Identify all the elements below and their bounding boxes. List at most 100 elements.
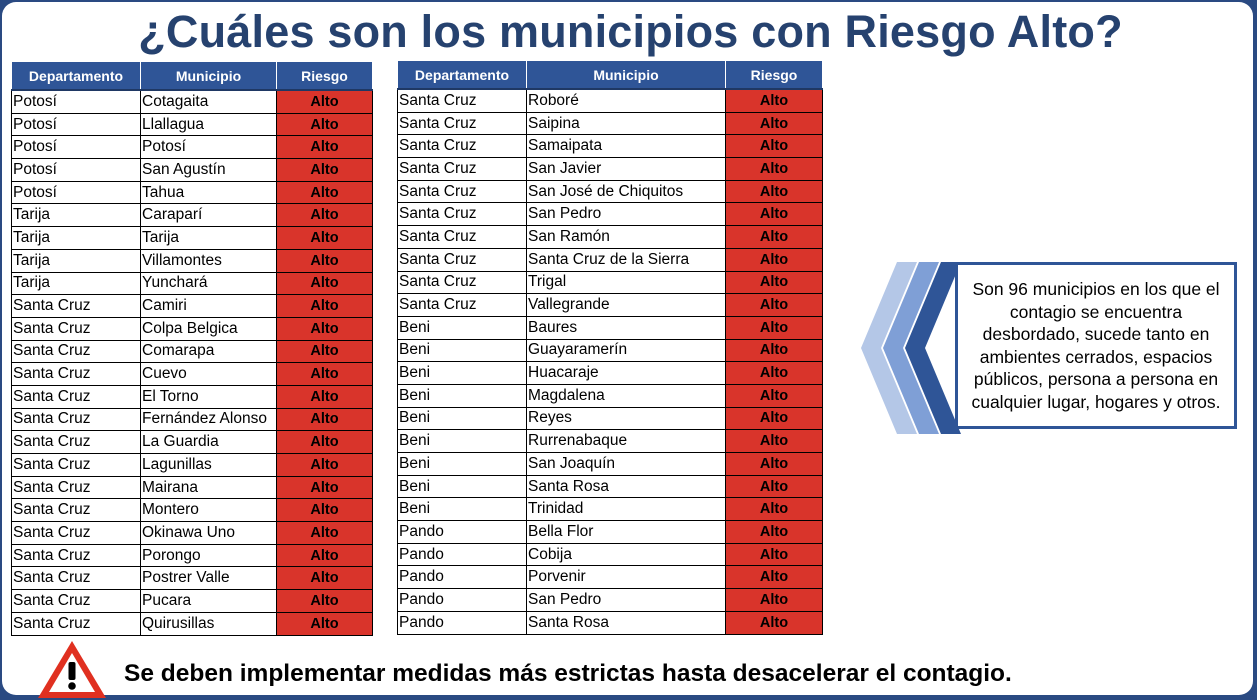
cell-departamento: Tarija <box>11 203 141 228</box>
cell-riesgo: Alto <box>276 407 373 432</box>
risk-table-right: Departamento Municipio Riesgo Santa Cruz… <box>397 60 823 635</box>
table-row: Santa Cruz Lagunillas Alto <box>11 453 373 477</box>
cell-departamento: Santa Cruz <box>397 293 527 317</box>
table-row: Beni Santa Rosa Alto <box>397 474 823 499</box>
table-row: Pando San Pedro Alto <box>397 588 823 612</box>
table-row: Santa Cruz Cuevo Alto <box>11 362 373 386</box>
cell-municipio: Potosí <box>140 135 277 160</box>
table-row: Pando Cobija Alto <box>397 542 823 567</box>
cell-departamento: Santa Cruz <box>397 247 527 272</box>
cell-municipio: Cotagaita <box>140 89 277 114</box>
cell-riesgo: Alto <box>276 316 373 341</box>
cell-riesgo: Alto <box>725 179 823 204</box>
cell-departamento: Pando <box>397 610 527 635</box>
cell-departamento: Tarija <box>11 248 141 273</box>
cell-riesgo: Alto <box>276 589 373 613</box>
cell-riesgo: Alto <box>725 270 823 295</box>
cell-riesgo: Alto <box>725 474 823 499</box>
column-header-municipio: Municipio <box>526 60 726 90</box>
cell-municipio: Villamontes <box>140 248 277 273</box>
column-header-riesgo: Riesgo <box>725 60 823 90</box>
cell-riesgo: Alto <box>725 315 823 340</box>
cell-municipio: El Torno <box>140 384 277 409</box>
cell-departamento: Potosí <box>11 158 141 182</box>
table-row: Beni Reyes Alto <box>397 406 823 431</box>
cell-municipio: Caraparí <box>140 203 277 228</box>
warning-triangle-icon <box>38 641 106 698</box>
cell-riesgo: Alto <box>725 361 823 385</box>
cell-riesgo: Alto <box>276 611 373 636</box>
cell-riesgo: Alto <box>725 588 823 612</box>
cell-municipio: Mairana <box>140 475 277 500</box>
chevron-dark-icon <box>905 262 961 434</box>
cell-municipio: Santa Rosa <box>526 474 726 499</box>
chevron-mid-icon <box>883 262 939 434</box>
cell-municipio: Llallagua <box>140 112 277 137</box>
cell-departamento: Beni <box>397 497 527 522</box>
cell-municipio: Santa Cruz de la Sierra <box>526 247 726 272</box>
cell-departamento: Santa Cruz <box>11 543 141 568</box>
cell-departamento: Santa Cruz <box>397 202 527 227</box>
cell-departamento: Santa Cruz <box>11 589 141 613</box>
cell-riesgo: Alto <box>725 429 823 453</box>
cell-municipio: Tarija <box>140 226 277 250</box>
table-row: Potosí Cotagaita Alto <box>11 89 373 114</box>
cell-departamento: Beni <box>397 429 527 453</box>
cell-departamento: Santa Cruz <box>397 88 527 113</box>
table-row: Tarija Villamontes Alto <box>11 248 373 273</box>
cell-riesgo: Alto <box>276 475 373 500</box>
cell-riesgo: Alto <box>276 521 373 545</box>
cell-municipio: Trigal <box>526 270 726 295</box>
table-row: Pando Porvenir Alto <box>397 565 823 590</box>
cell-riesgo: Alto <box>276 180 373 205</box>
cell-departamento: Beni <box>397 361 527 385</box>
cell-departamento: Beni <box>397 383 527 408</box>
table-row: Santa Cruz Samaipata Alto <box>397 134 823 159</box>
cell-municipio: Yunchará <box>140 271 277 296</box>
cell-municipio: Vallegrande <box>526 293 726 317</box>
footer-warning-text: Se deben implementar medidas más estrict… <box>124 660 1012 687</box>
table-row: Tarija Caraparí Alto <box>11 203 373 228</box>
cell-departamento: Santa Cruz <box>11 407 141 432</box>
table-header-row: Departamento Municipio Riesgo <box>11 61 373 91</box>
page-title: ¿Cuáles son los municipios con Riesgo Al… <box>138 6 1123 57</box>
cell-departamento: Pando <box>397 565 527 590</box>
cell-riesgo: Alto <box>276 498 373 523</box>
column-header-riesgo: Riesgo <box>276 61 373 91</box>
cell-departamento: Beni <box>397 406 527 431</box>
cell-departamento: Santa Cruz <box>11 294 141 318</box>
cell-departamento: Potosí <box>11 112 141 137</box>
table-row: Beni Huacaraje Alto <box>397 361 823 385</box>
cell-municipio: Comarapa <box>140 339 277 364</box>
cell-riesgo: Alto <box>725 338 823 363</box>
cell-municipio: Postrer Valle <box>140 566 277 591</box>
cell-municipio: Okinawa Uno <box>140 521 277 545</box>
cell-riesgo: Alto <box>276 294 373 318</box>
cell-riesgo: Alto <box>276 135 373 160</box>
table-row: Santa Cruz Porongo Alto <box>11 543 373 568</box>
cell-departamento: Santa Cruz <box>11 316 141 341</box>
cell-riesgo: Alto <box>725 542 823 567</box>
table-row: Santa Cruz San Pedro Alto <box>397 202 823 227</box>
table-row: Santa Cruz San Javier Alto <box>397 157 823 181</box>
cell-riesgo: Alto <box>276 112 373 137</box>
cell-departamento: Santa Cruz <box>11 430 141 454</box>
cell-riesgo: Alto <box>276 158 373 182</box>
table-row: Santa Cruz Camiri Alto <box>11 294 373 318</box>
cell-riesgo: Alto <box>725 293 823 317</box>
cell-municipio: Magdalena <box>526 383 726 408</box>
table-row: Potosí Llallagua Alto <box>11 112 373 137</box>
cell-municipio: Bella Flor <box>526 520 726 544</box>
table-row: Beni Baures Alto <box>397 315 823 340</box>
cell-riesgo: Alto <box>725 88 823 113</box>
cell-riesgo: Alto <box>725 406 823 431</box>
cell-departamento: Beni <box>397 452 527 476</box>
table-row: Santa Cruz Quirusillas Alto <box>11 611 373 636</box>
table-row: Santa Cruz Trigal Alto <box>397 270 823 295</box>
cell-municipio: San José de Chiquitos <box>526 179 726 204</box>
cell-municipio: Samaipata <box>526 134 726 159</box>
cell-municipio: Rurrenabaque <box>526 429 726 453</box>
cell-municipio: San Ramón <box>526 225 726 249</box>
cell-riesgo: Alto <box>276 543 373 568</box>
